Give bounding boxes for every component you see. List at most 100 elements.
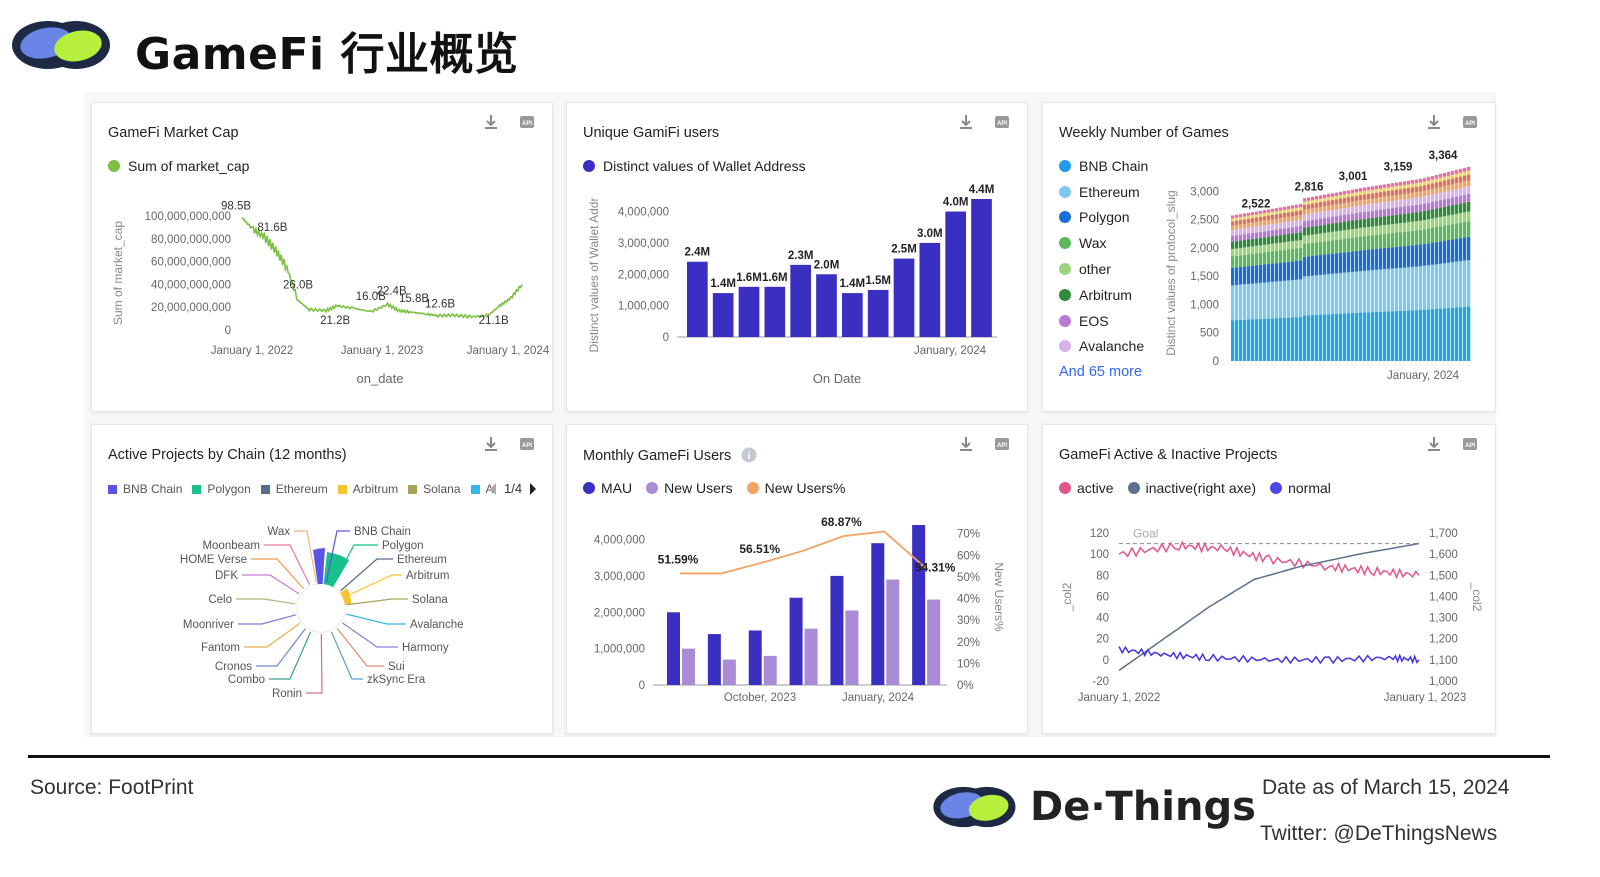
api-icon[interactable]: API <box>993 435 1011 453</box>
stacked-bar-segment <box>1379 248 1383 270</box>
stacked-bar-segment <box>1431 175 1435 180</box>
legend-item[interactable]: New Users% <box>746 478 846 498</box>
stacked-bar-segment <box>1275 218 1279 224</box>
download-icon[interactable] <box>957 435 975 453</box>
stacked-bar-segment <box>1299 240 1303 249</box>
api-icon[interactable]: API <box>518 435 536 453</box>
legend-item[interactable]: active <box>1059 478 1114 498</box>
pager-next-icon[interactable] <box>528 482 538 496</box>
stacked-bar-segment <box>1335 216 1339 223</box>
legend-item[interactable]: Distinct values of Wallet Address <box>583 153 806 179</box>
stacked-bar-segment <box>1411 221 1415 231</box>
y-tick-label: 60 <box>1096 591 1109 603</box>
stacked-bar-segment <box>1403 213 1407 223</box>
stacked-bar-segment <box>1435 182 1439 188</box>
download-icon[interactable] <box>957 113 975 131</box>
stacked-bar-segment <box>1363 270 1367 313</box>
card-tools: API <box>482 113 536 131</box>
stacked-bar-segment <box>1395 200 1399 208</box>
pager-prev-icon[interactable] <box>488 482 498 496</box>
card-tools: API <box>482 435 536 453</box>
legend-dot <box>1059 288 1071 301</box>
legend-item[interactable]: Ethereum <box>1059 179 1148 205</box>
pie-label: Solana <box>412 594 448 606</box>
stacked-bar-segment <box>1323 201 1327 207</box>
stacked-bar-segment <box>1359 191 1363 196</box>
legend-item[interactable]: MAU <box>583 478 632 498</box>
stacked-bar-segment <box>1407 187 1411 194</box>
legend-item[interactable]: Wax <box>1059 230 1148 256</box>
legend-item[interactable]: New Users <box>646 478 733 498</box>
legend-item[interactable]: other <box>1059 256 1148 282</box>
stacked-bar-segment <box>1395 189 1399 196</box>
stacked-bar-segment <box>1347 272 1351 314</box>
stacked-bar-segment <box>1459 172 1463 177</box>
legend-item[interactable]: BNB Chain <box>1059 153 1148 179</box>
stacked-bar-segment <box>1251 232 1255 239</box>
legend-item[interactable]: Arbitrum <box>337 479 398 499</box>
legend-item[interactable]: EOS <box>1059 308 1148 334</box>
stacked-bar-segment <box>1431 209 1435 219</box>
stacked-bar-segment <box>1403 199 1407 207</box>
stacked-bar-segment <box>1379 185 1383 189</box>
legend-label: Solana <box>423 482 461 496</box>
pie-leader-line <box>244 622 301 648</box>
stacked-bar-segment <box>1251 218 1255 223</box>
info-icon[interactable]: i <box>741 447 757 463</box>
bar <box>842 293 863 337</box>
stacked-bar-segment <box>1235 220 1239 226</box>
legend-item[interactable]: Polygon <box>192 479 251 499</box>
legend-label: Polygon <box>207 482 251 496</box>
legend-item[interactable]: BNB Chain <box>108 479 182 499</box>
stacked-bar-segment <box>1403 188 1407 194</box>
legend-item[interactable]: Ethereum <box>260 479 328 499</box>
stacked-bar-segment <box>1335 231 1339 240</box>
legend-item[interactable]: A <box>470 479 494 499</box>
stacked-bar-segment <box>1327 232 1331 241</box>
stacked-bar-segment <box>1379 216 1383 226</box>
download-icon[interactable] <box>1425 435 1443 453</box>
stacked-bar-segment <box>1291 280 1295 318</box>
legend-item[interactable]: normal <box>1270 478 1331 498</box>
stacked-bar-segment <box>1363 218 1367 228</box>
x-tick-label: October, 2023 <box>724 692 796 704</box>
legend-item[interactable]: Arbitrum <box>1059 282 1148 308</box>
api-icon[interactable]: API <box>993 113 1011 131</box>
stacked-bar-segment <box>1359 200 1363 206</box>
stacked-bar-segment <box>1367 270 1371 313</box>
card-active-inactive: GameFi Active & Inactive Projects API ac… <box>1042 424 1496 734</box>
api-icon[interactable]: API <box>1461 435 1479 453</box>
stacked-bar-segment <box>1371 198 1375 204</box>
download-icon[interactable] <box>482 113 500 131</box>
stacked-bar-segment <box>1331 273 1335 315</box>
legend-more-link[interactable]: And 65 more <box>1059 364 1143 381</box>
legend-item[interactable]: Solana <box>408 479 461 499</box>
stacked-bar-segment <box>1427 202 1431 211</box>
footer-date: Date as of March 15, 2024 <box>1262 776 1510 799</box>
legend-item[interactable]: Polygon <box>1059 205 1148 231</box>
api-icon[interactable]: API <box>518 113 536 131</box>
stacked-bar-segment <box>1295 248 1299 261</box>
download-icon[interactable] <box>1425 113 1443 131</box>
stacked-bar-segment <box>1251 253 1255 266</box>
legend-item[interactable]: Avalanche <box>1059 334 1148 360</box>
legend-item[interactable]: inactive(right axe) <box>1127 478 1256 498</box>
download-icon[interactable] <box>482 435 500 453</box>
stacked-bar-segment <box>1435 174 1439 179</box>
stacked-bar-segment <box>1319 314 1323 361</box>
stacked-bar-segment <box>1239 217 1243 221</box>
stacked-bar-segment <box>1323 232 1327 242</box>
stacked-bar-segment <box>1451 189 1455 198</box>
pie-leader-line <box>242 574 300 595</box>
stacked-bar-segment <box>1363 194 1367 200</box>
legend-item[interactable]: Sum of market_cap <box>108 153 249 179</box>
stacked-bar-segment <box>1439 177 1443 182</box>
stacked-bar-segment <box>1423 177 1427 182</box>
bar <box>738 286 760 337</box>
stacked-bar-segment <box>1247 233 1251 240</box>
stacked-bar-segment <box>1343 208 1347 215</box>
stacked-bar-segment <box>1447 175 1451 180</box>
api-icon[interactable]: API <box>1461 113 1479 131</box>
stacked-bar-segment <box>1259 245 1263 253</box>
legend-label: Polygon <box>1079 209 1130 226</box>
